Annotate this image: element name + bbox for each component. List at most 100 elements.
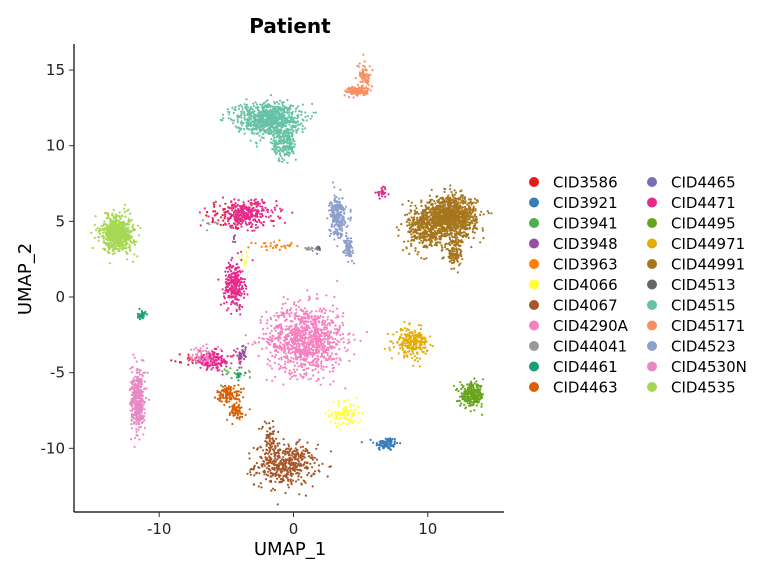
data-point — [288, 312, 291, 316]
data-point — [249, 473, 252, 476]
data-point — [316, 293, 319, 296]
data-point — [220, 364, 223, 368]
data-point — [232, 226, 235, 230]
data-point — [277, 316, 280, 319]
data-point — [466, 383, 469, 386]
data-point — [334, 422, 337, 425]
data-point — [240, 366, 243, 369]
data-point — [448, 204, 451, 207]
data-point — [462, 392, 465, 395]
data-point — [415, 216, 419, 219]
data-point — [205, 229, 208, 232]
data-point — [320, 329, 324, 332]
data-point — [293, 301, 296, 304]
data-point — [265, 444, 268, 447]
data-point — [291, 211, 294, 214]
data-point — [281, 467, 284, 470]
data-point — [454, 191, 458, 194]
data-point — [431, 215, 434, 218]
data-point — [335, 342, 338, 346]
data-point — [413, 234, 416, 238]
data-point — [291, 452, 294, 455]
data-point — [291, 454, 294, 457]
data-point — [318, 470, 321, 473]
data-point — [287, 478, 290, 481]
data-point — [296, 471, 299, 474]
data-point — [349, 405, 352, 408]
data-point — [464, 398, 467, 401]
data-point — [284, 491, 287, 495]
data-point — [223, 361, 226, 364]
data-point — [223, 217, 226, 220]
data-point — [444, 228, 447, 231]
data-point — [292, 303, 295, 306]
data-point — [213, 205, 216, 208]
data-point — [242, 201, 245, 204]
data-point — [449, 229, 452, 232]
data-point — [428, 230, 431, 233]
data-point — [213, 347, 216, 350]
data-point — [309, 320, 312, 323]
data-point — [431, 237, 435, 240]
data-point — [439, 211, 442, 214]
data-point — [293, 456, 296, 459]
data-point — [257, 209, 260, 213]
data-point — [486, 210, 489, 213]
data-point — [250, 225, 253, 228]
data-point — [432, 228, 435, 231]
data-point — [268, 440, 271, 443]
data-point — [321, 462, 324, 465]
data-point — [232, 207, 235, 210]
data-point — [274, 244, 277, 247]
data-point — [273, 314, 276, 317]
data-point — [233, 349, 236, 352]
data-point — [212, 218, 215, 221]
data-point — [318, 247, 321, 250]
series-cid4067-points — [246, 420, 332, 506]
data-point — [429, 236, 432, 239]
data-point — [459, 381, 462, 384]
data-point — [430, 198, 434, 201]
data-point — [243, 374, 246, 377]
data-point — [313, 456, 316, 459]
data-point — [251, 468, 255, 471]
data-point — [298, 493, 301, 496]
data-point — [310, 361, 313, 364]
data-point — [201, 219, 204, 222]
data-point — [220, 354, 224, 357]
data-point — [441, 230, 444, 233]
data-point — [284, 475, 288, 479]
data-point — [453, 260, 456, 263]
data-point — [337, 315, 340, 318]
data-point — [291, 333, 294, 336]
data-point — [332, 380, 335, 383]
data-point — [222, 393, 225, 396]
data-point — [472, 201, 475, 204]
data-point — [296, 378, 299, 381]
data-point — [460, 402, 463, 405]
data-point — [433, 243, 436, 247]
data-point — [413, 336, 416, 339]
data-point — [382, 447, 385, 450]
data-point — [233, 275, 236, 278]
data-point — [326, 352, 329, 355]
data-point — [267, 464, 270, 468]
data-point — [421, 346, 425, 349]
data-point — [244, 346, 247, 349]
data-point — [281, 328, 284, 331]
data-point — [454, 209, 457, 212]
data-point — [406, 224, 409, 227]
data-point — [302, 312, 306, 315]
data-point — [297, 306, 300, 309]
data-point — [339, 333, 342, 337]
data-point — [463, 215, 466, 218]
data-point — [328, 337, 331, 340]
data-point — [304, 466, 307, 469]
data-point — [464, 228, 467, 231]
data-point — [293, 449, 296, 452]
data-point — [460, 394, 463, 397]
data-point — [350, 409, 353, 412]
data-point — [414, 204, 417, 207]
data-point — [302, 317, 305, 320]
data-point — [304, 320, 307, 323]
